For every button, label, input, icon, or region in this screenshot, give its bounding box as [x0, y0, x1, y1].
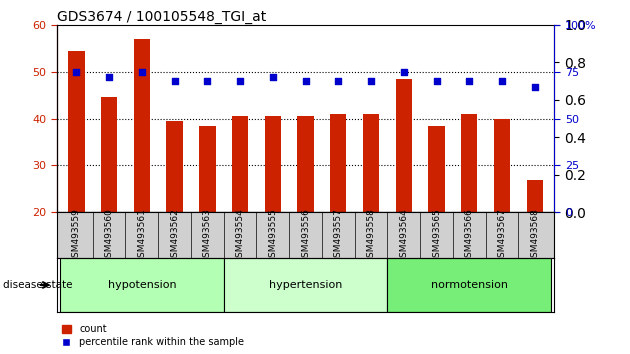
Bar — [101, 97, 117, 212]
Text: hypotension: hypotension — [108, 280, 176, 290]
Point — [333, 78, 343, 84]
Bar — [387, 258, 551, 312]
Bar — [428, 126, 445, 212]
Point — [202, 78, 212, 84]
Bar — [68, 51, 84, 212]
Text: GSM493561: GSM493561 — [137, 208, 146, 263]
Bar — [461, 114, 478, 212]
Text: GDS3674 / 100105548_TGI_at: GDS3674 / 100105548_TGI_at — [57, 10, 266, 24]
Text: GSM493566: GSM493566 — [465, 208, 474, 263]
Text: GSM493555: GSM493555 — [268, 208, 277, 263]
Bar — [330, 114, 346, 212]
Bar — [265, 116, 281, 212]
Point — [137, 69, 147, 74]
Text: GSM493559: GSM493559 — [72, 208, 81, 263]
Bar — [494, 119, 510, 212]
Point — [497, 78, 507, 84]
Text: GSM493562: GSM493562 — [170, 208, 179, 263]
Text: GSM493565: GSM493565 — [432, 208, 441, 263]
Text: GSM493556: GSM493556 — [301, 208, 310, 263]
Bar — [396, 79, 412, 212]
Point — [301, 78, 311, 84]
Text: GSM493563: GSM493563 — [203, 208, 212, 263]
Bar — [134, 39, 150, 212]
Point — [235, 78, 245, 84]
Point — [71, 69, 81, 74]
Text: GSM493560: GSM493560 — [105, 208, 113, 263]
Text: GSM493557: GSM493557 — [334, 208, 343, 263]
Point — [366, 78, 376, 84]
Point — [169, 78, 180, 84]
Legend: count, percentile rank within the sample: count, percentile rank within the sample — [62, 325, 244, 347]
Text: GSM493558: GSM493558 — [367, 208, 375, 263]
Point — [268, 74, 278, 80]
Point — [464, 78, 474, 84]
Text: hypertension: hypertension — [269, 280, 342, 290]
Bar — [363, 114, 379, 212]
Text: GSM493568: GSM493568 — [530, 208, 539, 263]
Bar — [166, 121, 183, 212]
Bar — [224, 258, 387, 312]
Bar — [297, 116, 314, 212]
Bar — [232, 116, 248, 212]
Text: disease state: disease state — [3, 280, 72, 290]
Text: GSM493554: GSM493554 — [236, 208, 244, 263]
Point — [432, 78, 442, 84]
Point — [399, 69, 409, 74]
Point — [530, 84, 540, 90]
Point — [104, 74, 114, 80]
Text: GSM493564: GSM493564 — [399, 208, 408, 263]
Bar — [527, 179, 543, 212]
Bar — [60, 258, 224, 312]
Text: GSM493567: GSM493567 — [498, 208, 507, 263]
Bar — [199, 126, 215, 212]
Text: normotension: normotension — [431, 280, 508, 290]
